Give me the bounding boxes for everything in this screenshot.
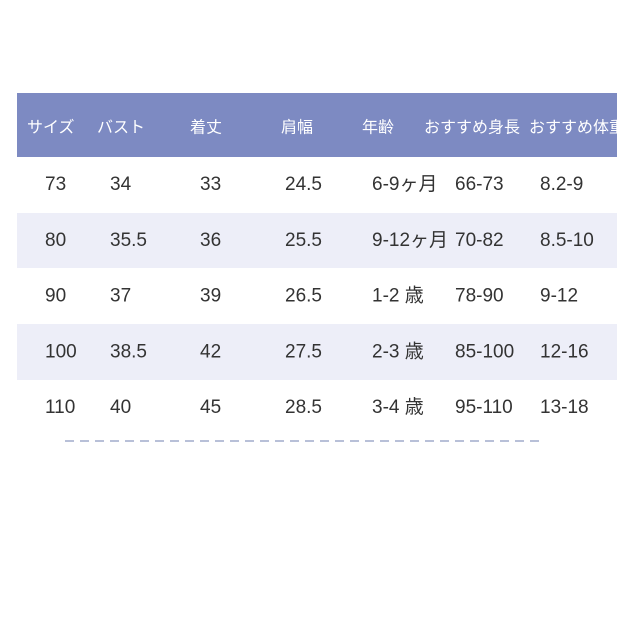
table-cell: 27.5	[285, 341, 322, 362]
table-cell: 42	[200, 341, 221, 362]
table-cell: 13-18	[540, 397, 589, 418]
table-cell: 6-9ヶ月	[372, 174, 437, 195]
table-cell: 34	[110, 174, 132, 195]
table-cell: 40	[110, 397, 131, 418]
table-cell: 39	[200, 286, 221, 307]
table-cell: 37	[110, 286, 131, 307]
header-cell: 年齢	[362, 118, 394, 137]
table-cell: 8.5-10	[540, 230, 594, 251]
table-cell: 73	[45, 174, 66, 195]
table-cell: 100	[45, 341, 77, 362]
header-cell: バスト	[97, 118, 145, 137]
header-cell: 着丈	[190, 118, 222, 137]
header-cell: おすすめ体重	[529, 118, 625, 137]
table-cell: 38.5	[110, 341, 147, 362]
header-cell: 肩幅	[281, 118, 313, 137]
row-band	[17, 213, 617, 268]
table-cell: 80	[45, 230, 66, 251]
table-cell: 26.5	[285, 286, 322, 307]
table-cell: 25.5	[285, 230, 322, 251]
table-cell: 33	[200, 174, 221, 195]
header-cell: おすすめ身長	[424, 118, 520, 137]
table-cell: 45	[200, 397, 221, 418]
table: サイズ バスト 着丈 肩幅 年齢 おすすめ身長 おすすめ体重 73 34 33 24.5 6-9ヶ月 6…	[27, 118, 625, 419]
table-cell: 1-2 歳	[372, 285, 424, 307]
header-band	[17, 93, 617, 157]
table-cell: 78-90	[455, 286, 504, 307]
table-cell: 95-110	[455, 397, 513, 418]
table-cell: 85-100	[455, 341, 514, 362]
table-cell: 36	[200, 230, 221, 251]
table-cell: 2-3 歳	[372, 340, 424, 362]
table-cell: 28.5	[285, 397, 322, 418]
table-cell: 110	[45, 397, 75, 418]
table-cell: 24.5	[285, 174, 322, 195]
table-cell: 3-4 歳	[372, 396, 424, 418]
table-cell: 12-16	[540, 341, 589, 362]
table-cell: 9-12ヶ月	[372, 230, 448, 251]
table-cell: 70-82	[455, 230, 504, 251]
table-cell: 35.5	[110, 230, 147, 251]
table-cell: 8.2-9	[540, 174, 583, 195]
table-cell: 90	[45, 286, 66, 307]
table-cell: 66-73	[455, 174, 504, 195]
table-cell: 9-12	[540, 286, 578, 307]
row-band	[17, 324, 617, 380]
header-cell: サイズ	[27, 118, 75, 137]
